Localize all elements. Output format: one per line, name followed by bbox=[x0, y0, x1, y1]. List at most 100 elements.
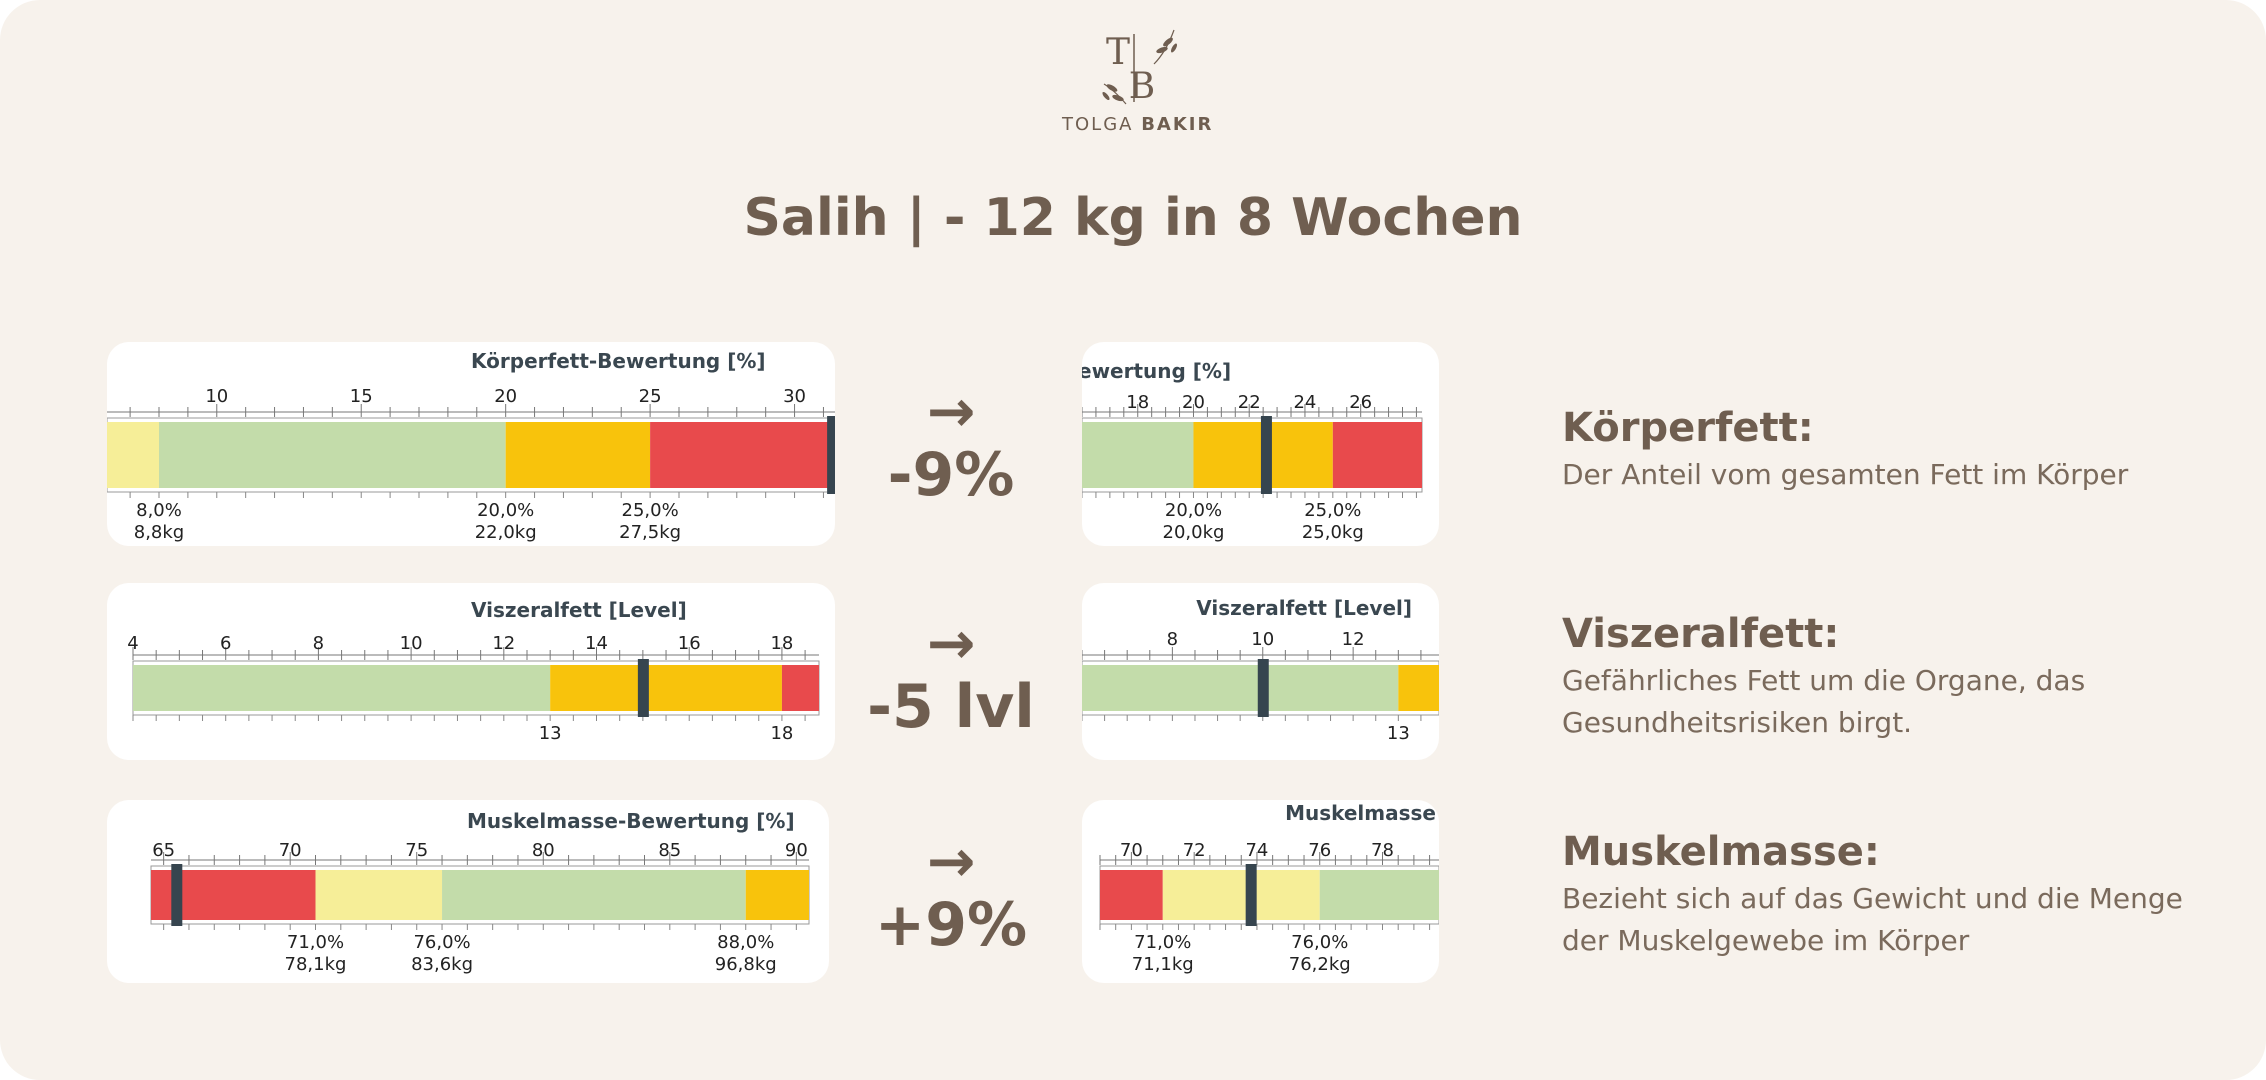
range-segment bbox=[1162, 870, 1320, 920]
monogram-b: B bbox=[1129, 66, 1155, 107]
threshold-label: 76,0% bbox=[1291, 932, 1348, 953]
threshold-weight-label: 20,0kg bbox=[1163, 522, 1225, 543]
viszeralfett-delta: → -5 lvl bbox=[866, 614, 1036, 742]
threshold-label: 13 bbox=[539, 723, 562, 744]
viszeralfett-after-gauge: Viszeralfett [Level] 8 10 12 13 bbox=[1082, 583, 1439, 760]
range-segment bbox=[1332, 422, 1422, 488]
threshold-weight-label: 8,8kg bbox=[134, 522, 184, 543]
monogram-leaf-icon: T B bbox=[1102, 29, 1178, 107]
tick-label: 70 bbox=[1120, 840, 1143, 861]
tick-label: 22 bbox=[1238, 392, 1261, 413]
tick-label: 10 bbox=[400, 633, 423, 654]
viszeralfett-after-chart: Viszeralfett [Level] 8 10 12 13 bbox=[1082, 596, 1439, 744]
range-segment bbox=[442, 870, 746, 920]
gauge-title: Muskelmasse-Bewertung [%] bbox=[467, 809, 795, 833]
viszeralfett-before-gauge: Viszeralfett [Level] 4 6 8 10 12 14 16 18 13 18 bbox=[107, 583, 835, 760]
tick-label: 10 bbox=[1251, 629, 1274, 650]
threshold-label: 71,0% bbox=[1134, 932, 1191, 953]
koerperfett-after-chart: ewertung [%] 18 20 22 24 26 20,0%20,0kg 25,0%25… bbox=[1082, 359, 1423, 543]
current-value-marker bbox=[827, 416, 835, 494]
brand-last: BAKIR bbox=[1141, 114, 1214, 135]
range-segment bbox=[650, 422, 835, 488]
monogram-t: T bbox=[1106, 32, 1130, 73]
koerperfett-description: Körperfett: Der Anteil vom gesamten Fett… bbox=[1562, 402, 2202, 496]
delta-value: -5 lvl bbox=[867, 672, 1035, 742]
brand-first: TOLGA bbox=[1062, 114, 1134, 135]
range-segment bbox=[1082, 665, 1399, 711]
threshold-label: 20,0% bbox=[477, 500, 534, 521]
description-text: Gefährliches Fett um die Organe, das Ges… bbox=[1562, 664, 2086, 739]
tick-label: 75 bbox=[405, 840, 428, 861]
tick-label: 6 bbox=[220, 633, 231, 654]
tick-label: 72 bbox=[1183, 840, 1206, 861]
range-segment bbox=[550, 665, 782, 711]
delta-value: -9% bbox=[887, 440, 1015, 510]
tick-label: 24 bbox=[1293, 392, 1316, 413]
threshold-weight-label: 25,0kg bbox=[1302, 522, 1364, 543]
threshold-label: 25,0% bbox=[622, 500, 679, 521]
muskelmasse-before-gauge: Muskelmasse-Bewertung [%] 65 70 75 80 85 90 71,… bbox=[107, 800, 829, 983]
range-segment bbox=[107, 422, 159, 488]
description-text: Bezieht sich auf das Gewicht und die Men… bbox=[1562, 882, 2183, 957]
current-value-marker bbox=[1260, 416, 1272, 494]
viszeralfett-before-chart: Viszeralfett [Level] 4 6 8 10 12 14 16 18 13 18 bbox=[127, 598, 820, 744]
tick-label: 80 bbox=[532, 840, 555, 861]
current-value-marker bbox=[637, 659, 649, 717]
gauge-title: ewertung [%] bbox=[1082, 359, 1231, 383]
arrow-right-icon: → bbox=[926, 827, 976, 895]
koerperfett-delta: → -9% bbox=[866, 382, 1036, 510]
threshold-weight-label: 96,8kg bbox=[715, 954, 777, 975]
range-segment bbox=[1398, 665, 1439, 711]
description-title: Viszeralfett: bbox=[1562, 611, 1840, 657]
threshold-label: 20,0% bbox=[1165, 500, 1222, 521]
muskelmasse-delta: → +9% bbox=[866, 832, 1036, 960]
gauge-title: Körperfett-Bewertung [%] bbox=[471, 349, 766, 373]
tick-label: 10 bbox=[205, 386, 228, 407]
tick-label: 12 bbox=[492, 633, 515, 654]
arrow-right-icon: → bbox=[926, 377, 976, 445]
tick-label: 85 bbox=[658, 840, 681, 861]
current-value-marker bbox=[1245, 864, 1257, 926]
range-segment bbox=[133, 665, 551, 711]
viszeralfett-description: Viszeralfett: Gefährliches Fett um die O… bbox=[1562, 608, 2202, 744]
tick-label: 4 bbox=[127, 633, 138, 654]
gauge-title: Muskelmasse bbox=[1285, 801, 1436, 825]
tick-label: 78 bbox=[1371, 840, 1394, 861]
tick-label: 25 bbox=[639, 386, 662, 407]
koerperfett-after-gauge: ewertung [%] 18 20 22 24 26 20,0% 20,0kg 25,0% 25… bbox=[1082, 342, 1439, 546]
tick-label: 74 bbox=[1245, 840, 1268, 861]
tick-label: 70 bbox=[279, 840, 302, 861]
page-title: Salih | - 12 kg in 8 Wochen bbox=[743, 188, 1523, 248]
tick-label: 20 bbox=[1182, 392, 1205, 413]
range-segment bbox=[505, 422, 651, 488]
brand-name: TOLGA BAKIR bbox=[1062, 114, 1211, 135]
threshold-label: 25,0% bbox=[1304, 500, 1361, 521]
tick-label: 26 bbox=[1349, 392, 1372, 413]
range-segment bbox=[781, 665, 819, 711]
description-title: Körperfett: bbox=[1562, 405, 1814, 451]
threshold-label: 13 bbox=[1387, 723, 1410, 744]
range-segment bbox=[1100, 870, 1163, 920]
range-segment bbox=[315, 870, 443, 920]
tick-label: 14 bbox=[585, 633, 608, 654]
threshold-weight-label: 22,0kg bbox=[475, 522, 537, 543]
tick-label: 8 bbox=[313, 633, 324, 654]
threshold-label: 71,0% bbox=[287, 932, 344, 953]
muskelmasse-before-chart: Muskelmasse-Bewertung [%] 65 70 75 80 85 90 71,… bbox=[150, 809, 810, 975]
threshold-label: 18 bbox=[770, 723, 793, 744]
range-segment bbox=[159, 422, 506, 488]
threshold-label: 76,0% bbox=[413, 932, 470, 953]
tick-label: 30 bbox=[783, 386, 806, 407]
current-value-marker bbox=[171, 864, 183, 926]
gauge-title: Viszeralfett [Level] bbox=[1196, 596, 1412, 620]
tick-label: 18 bbox=[1126, 392, 1149, 413]
muskelmasse-after-chart: Muskelmasse 70 72 74 76 78 71,0%71,1kg 76,0%76,… bbox=[1099, 801, 1439, 975]
tick-label: 15 bbox=[350, 386, 373, 407]
range-segment bbox=[1082, 422, 1194, 488]
current-value-marker bbox=[1257, 659, 1269, 717]
brand-logo: T B TOLGA BAKIR bbox=[1062, 18, 1211, 135]
koerperfett-before-chart: Körperfett-Bewertung [%] 10 15 20 25 30 8,0%8,… bbox=[107, 349, 835, 543]
threshold-weight-label: 78,1kg bbox=[285, 954, 347, 975]
tick-label: 65 bbox=[152, 840, 175, 861]
muskelmasse-description: Muskelmasse: Bezieht sich auf das Gewich… bbox=[1562, 826, 2202, 962]
